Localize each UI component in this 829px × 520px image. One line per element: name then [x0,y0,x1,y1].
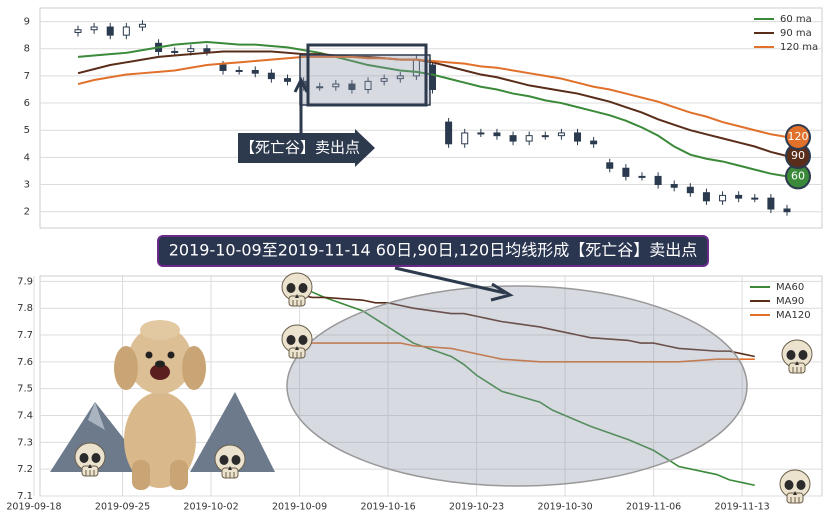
x-tick-label: 2019-10-30 [537,502,592,513]
candle-body [90,26,98,31]
legend-label: 60 ma [780,14,812,25]
pointer-arrow [394,266,514,302]
candle-body [171,50,179,53]
candle-body [783,208,791,213]
candle-body [187,48,195,52]
candle-body [267,72,275,80]
ma-line [299,342,755,363]
candle-body [364,80,372,90]
y-tick-label: 8 [24,44,30,55]
x-tick-label: 2019-09-25 [95,502,150,513]
candle-body [541,135,549,138]
y-tick-label: 7.4 [17,411,33,422]
candle-body [122,26,130,36]
end-badge-label: 120 [788,130,809,143]
ma-line [77,55,788,138]
x-tick-label: 2019-11-06 [626,502,681,513]
ma-line [299,293,755,358]
up-arrow [293,76,309,140]
candle-body [106,26,114,36]
y-tick-label: 7.2 [17,464,33,475]
candle-body [767,197,775,210]
candle-body [316,86,324,89]
x-tick-label: 2019-10-16 [360,502,415,513]
y-tick-label: 9 [24,17,30,28]
candle-body [702,192,710,202]
x-tick-label: 2019-10-23 [449,502,504,513]
end-badge: 120 [785,124,811,151]
dog [114,320,206,490]
x-tick-label: 2019-09-18 [6,502,61,513]
candle-body [461,132,469,145]
x-tick-label: 2019-10-02 [183,502,238,513]
y-tick-label: 7.7 [17,330,33,341]
skull [779,469,811,504]
y-tick-label: 4 [24,152,30,163]
y-tick-label: 7.9 [17,276,33,287]
top-layer: 2 3 4 5 6 7 8 9 60 ma 90 ma 120 ma [24,14,822,218]
candle-body [396,75,404,80]
candle-body [654,175,662,186]
candle-body [219,64,227,71]
candle-body [235,69,243,72]
ma-line [299,283,755,487]
candle-body [283,78,291,82]
y-tick-label: 6 [24,98,30,109]
y-tick-label: 7.3 [17,437,33,448]
candle-body [348,83,356,90]
end-badge-circle [785,124,811,151]
legend-label: 90 ma [780,28,812,39]
candle-body [74,29,82,33]
banner [157,235,709,267]
annotation-arrow [238,129,375,167]
x-tick-label: 2019-10-09 [272,502,327,513]
highlight-outer [299,54,431,106]
candle-body [445,121,453,145]
legend-label: 120 ma [780,42,818,53]
legend-label: MA60 [776,282,804,293]
annotation-text: 【死亡谷】卖出点 [240,139,360,157]
candle-body [686,186,694,194]
end-badge-label: 90 [791,149,805,162]
candle-body [638,175,646,178]
candle-body [332,83,340,88]
legend-label: MA90 [776,296,804,307]
y-tick-label: 7 [24,71,30,82]
bottom-layer: 7.1 7.2 7.3 7.4 7.5 7.6 7.7 7.8 7.9 2019-09-18 201… [6,276,822,513]
y-tick-label: 7.1 [17,491,33,502]
y-tick-label: 7.5 [17,384,33,395]
candle-body [509,135,517,142]
candle-body [719,194,727,202]
candle-body [493,132,501,137]
candle-body [525,135,533,142]
candle-body [477,132,485,135]
candle-body [751,197,759,200]
y-tick-label: 3 [24,180,30,191]
candle-body [574,132,582,142]
candle-body [670,184,678,188]
candle-body [251,69,259,74]
y-tick-label: 5 [24,125,30,136]
candle-body [380,78,388,82]
legend-label: MA120 [776,310,811,321]
candle-body [622,167,630,177]
end-badge-label: 60 [791,169,805,182]
x-tick-label: 2019-11-13 [715,502,770,513]
candle-body [138,23,146,28]
candle-body [606,162,614,169]
ma-line [77,50,788,157]
banner-text: 2019-10-09至2019-11-14 60日,90日,120日均线形成【死… [169,241,698,260]
end-badge: 60 [785,163,811,190]
candle-body [590,140,598,145]
y-tick-label: 2 [24,207,30,218]
highlight-box [306,43,428,107]
candle-body [557,132,565,137]
candle-body [203,48,211,52]
y-tick-label: 7.8 [17,303,33,314]
y-tick-label: 7.6 [17,357,33,368]
highlight-ellipse [286,285,748,487]
ma-line [77,40,788,178]
candle-body [735,194,743,199]
